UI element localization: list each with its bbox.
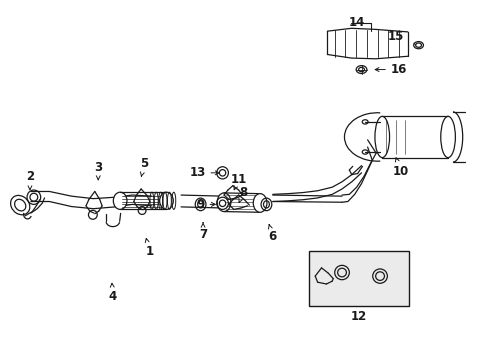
Text: 10: 10: [391, 158, 408, 177]
Ellipse shape: [217, 193, 230, 212]
Text: 3: 3: [94, 161, 102, 180]
Ellipse shape: [253, 194, 266, 212]
Ellipse shape: [11, 195, 30, 215]
Text: 16: 16: [374, 63, 407, 76]
Text: 14: 14: [348, 17, 364, 30]
Text: 13: 13: [189, 166, 219, 179]
Text: 6: 6: [268, 225, 276, 243]
Text: 15: 15: [386, 30, 403, 43]
Ellipse shape: [159, 192, 173, 210]
Text: 5: 5: [140, 157, 148, 176]
Bar: [308, 251, 408, 306]
Text: 4: 4: [108, 283, 117, 303]
Text: 2: 2: [26, 170, 34, 190]
Ellipse shape: [113, 192, 127, 210]
Text: 9: 9: [196, 198, 215, 211]
Text: 12: 12: [350, 310, 366, 323]
Text: 11: 11: [230, 173, 246, 190]
Text: 7: 7: [199, 222, 207, 241]
Text: 1: 1: [145, 238, 153, 258]
Text: 8: 8: [239, 186, 247, 202]
